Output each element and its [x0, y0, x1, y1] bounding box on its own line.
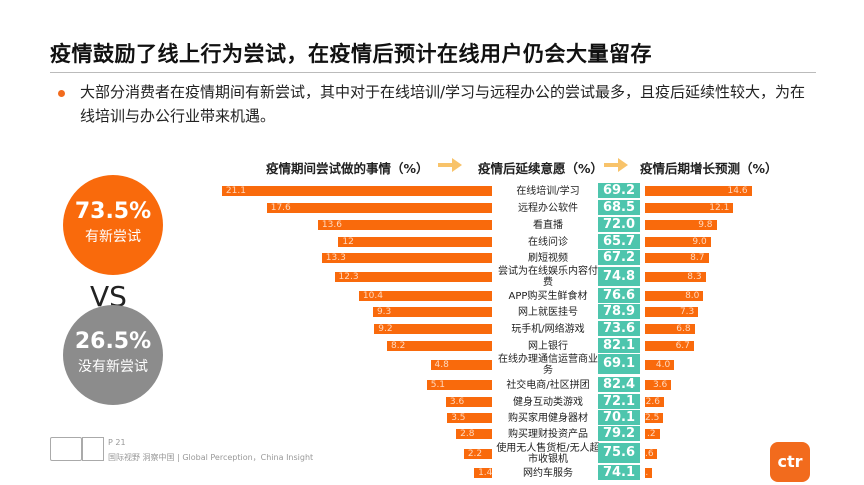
continue-value: 69.1 [598, 354, 640, 374]
header-tried: 疫情期间尝试做的事情（%） [266, 161, 429, 176]
category-label: 网上银行 [528, 340, 568, 352]
continue-value: 78.9 [598, 304, 640, 319]
tried-bar: 8.2 [387, 341, 492, 351]
growth-bar: 2.6 [645, 397, 664, 407]
continue-value: 70.1 [598, 410, 640, 425]
category-label: 购买家用健身器材 [508, 412, 588, 424]
category-label: 玩手机/网络游戏 [511, 323, 585, 335]
tried-bar: 10.4 [358, 291, 492, 301]
category-label: 社交电商/社区拼团 [506, 379, 590, 391]
category-label: 购买理财投资产品 [508, 428, 588, 440]
footer-slogan: 国际视野 洞察中国 | Global Perception，China Insi… [108, 453, 314, 462]
category-label: 看直播 [533, 219, 563, 231]
description: 大部分消费者在疫情期间有新尝试，其中对于在线培训/学习与远程办公的尝试最多，且疫… [80, 83, 806, 125]
category-label: APP购买生鲜食材 [508, 290, 588, 302]
continue-value: 82.4 [598, 377, 640, 392]
growth-bar: 3.6 [645, 380, 672, 390]
growth-bar: 6.8 [645, 324, 695, 334]
category-label: 在线办理通信运营商业务 [498, 353, 598, 376]
growth-bar: 9.0 [645, 237, 711, 247]
brand-logo: ctr [770, 442, 810, 482]
tried-bar: 3.6 [445, 397, 492, 407]
certification-logo [50, 437, 82, 461]
no-try-label: 没有新尝试 [78, 359, 148, 375]
growth-bar: 9.8 [645, 220, 717, 230]
new-try-percent: 73.5% [74, 199, 152, 224]
page-number: P 21 [108, 438, 126, 447]
tried-bar: 17.6 [266, 203, 492, 213]
growth-bar: .2 [645, 429, 660, 439]
category-label: 健身互动类游戏 [513, 396, 583, 408]
growth-bar: 8.7 [645, 253, 709, 263]
continue-value: 74.8 [598, 267, 640, 286]
no-try-percent: 26.5% [74, 329, 152, 354]
growth-bar: . [645, 468, 653, 478]
continue-value: 72.0 [598, 217, 640, 232]
continue-value: 74.1 [598, 465, 640, 480]
continue-value: 76.6 [598, 288, 640, 303]
tried-bar: 12 [338, 237, 492, 247]
growth-bar: .6 [645, 448, 657, 459]
new-try-label: 有新尝试 [85, 229, 141, 245]
continue-value: 73.6 [598, 321, 640, 336]
growth-bar: 4.0 [645, 359, 675, 370]
category-label: 网约车服务 [523, 467, 573, 479]
continue-value: 65.7 [598, 234, 640, 249]
bullet-icon [58, 90, 65, 97]
growth-bar: 6.7 [645, 341, 694, 351]
continue-value: 82.1 [598, 338, 640, 353]
tried-bar: 13.6 [317, 220, 492, 230]
tried-bar: 2.8 [456, 429, 492, 439]
arrow-right-icon [438, 158, 462, 172]
category-label: 使用无人售货柜/无人超市收银机 [496, 442, 600, 465]
tried-bar: 3.5 [447, 413, 492, 423]
continue-value: 75.6 [598, 443, 640, 463]
growth-bar: 2.5 [645, 413, 664, 423]
new-try-circle: 73.5% 有新尝试 [63, 175, 163, 275]
header-continue: 疫情后延续意愿（%） [478, 161, 604, 176]
tried-bar: 1.4 [474, 468, 492, 478]
category-label: 远程办公软件 [518, 202, 578, 214]
page-title: 疫情鼓励了线上行为尝试，在疫情后预计在线用户仍会大量留存 [50, 42, 652, 66]
continue-value: 79.2 [598, 426, 640, 441]
continue-value: 67.2 [598, 250, 640, 265]
growth-bar: 8.3 [645, 272, 706, 282]
tried-bar: 9.3 [372, 307, 492, 317]
tried-bar: 12.3 [334, 272, 492, 282]
category-label: 尝试为在线娱乐内容付费 [498, 266, 598, 288]
category-label: 在线问诊 [528, 236, 568, 248]
growth-bar: 7.3 [645, 307, 699, 317]
tried-bar: 5.1 [426, 380, 492, 390]
continue-value: 72.1 [598, 394, 640, 409]
continue-value: 68.5 [598, 200, 640, 215]
title-divider [50, 72, 816, 73]
category-label: 网上就医挂号 [518, 306, 578, 318]
growth-bar: 14.6 [645, 186, 752, 196]
tried-bar: 13.3 [321, 253, 492, 263]
tried-bar: 4.8 [430, 359, 492, 370]
tried-bar: 21.1 [221, 186, 492, 196]
tried-bar: 9.2 [374, 324, 492, 334]
header-growth: 疫情后期增长预测（%） [640, 161, 778, 176]
no-try-circle: 26.5% 没有新尝试 [63, 305, 163, 405]
continue-value: 69.2 [598, 183, 640, 198]
category-label: 在线培训/学习 [516, 185, 580, 197]
certification-logo [82, 437, 104, 461]
tried-bar: 2.2 [463, 448, 492, 459]
category-label: 刷短视频 [528, 252, 568, 264]
growth-bar: 8.0 [645, 291, 704, 301]
arrow-right-icon [604, 158, 628, 172]
growth-bar: 12.1 [645, 203, 734, 213]
